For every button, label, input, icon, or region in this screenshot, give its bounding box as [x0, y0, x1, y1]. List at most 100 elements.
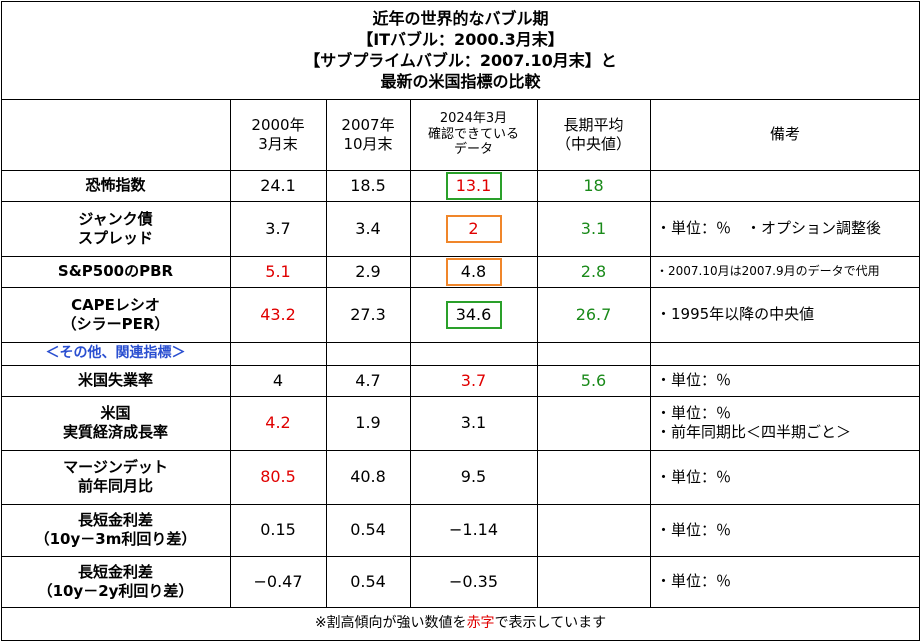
- indicator-label: 長短金利差 （10y－3m利回り差）: [1, 504, 230, 556]
- row-divider: [1, 450, 920, 451]
- value-2024: 3.7: [460, 370, 487, 390]
- column-divider: [326, 504, 327, 556]
- highlight-box: [445, 300, 502, 329]
- header-2007: 2007年 10月末: [326, 99, 410, 170]
- indicator-label: CAPEレシオ （シラーPER）: [1, 287, 230, 342]
- indicator-label: ジャンク債 スプレッド: [1, 201, 230, 256]
- column-divider: [410, 287, 411, 342]
- column-divider: [230, 450, 231, 504]
- header-notes: 備考: [769, 125, 800, 144]
- column-divider: [410, 396, 411, 450]
- column-divider: [650, 287, 651, 342]
- header-long-term-average-line: 長期平均: [563, 115, 624, 134]
- header-2024-line: 確認できている: [427, 126, 519, 142]
- indicator-label-line: （シラーPER）: [61, 314, 170, 333]
- value-2024: 2: [468, 218, 479, 238]
- indicator-label-line: スプレッド: [77, 228, 153, 247]
- column-divider: [410, 170, 411, 201]
- column-divider: [537, 504, 538, 556]
- column-divider: [230, 256, 231, 287]
- column-divider: [410, 450, 411, 504]
- value-2007: 0.54: [350, 571, 386, 591]
- column-divider: [326, 556, 327, 607]
- value-2000: 80.5: [260, 467, 296, 486]
- footer-red-word: 赤字: [466, 615, 495, 632]
- value-long-term-average: 26.7: [575, 304, 612, 324]
- notes-cell: ・単位：％ ・オプション調整後: [650, 201, 920, 256]
- indicator-label-line: （10y－2y利回り差）: [37, 581, 194, 600]
- column-divider: [230, 556, 231, 607]
- note-line: ・1995年以降の中央値: [656, 305, 815, 324]
- value-2000: 5.1: [265, 261, 291, 281]
- notes-cell: ・1995年以降の中央値: [650, 287, 920, 342]
- column-divider: [326, 365, 327, 396]
- note-line: ・単位：％: [656, 371, 732, 390]
- indicator-label-line: 米国: [100, 404, 131, 423]
- note-line: ・単位：％: [656, 520, 732, 539]
- value-long-term-average: 18: [583, 175, 604, 195]
- notes-cell: [650, 170, 920, 201]
- value-2000: 24.1: [260, 175, 296, 195]
- value-long-term-average: 5.6: [580, 370, 607, 390]
- column-divider: [537, 170, 538, 201]
- column-divider: [326, 170, 327, 201]
- section-heading: ＜その他、関連指標＞: [45, 344, 186, 361]
- header-2024-line: 2024年3月: [439, 111, 508, 127]
- notes-cell: ・2007.10月は2007.9月のデータで代用: [650, 256, 920, 287]
- column-divider: [537, 556, 538, 607]
- column-divider: [230, 342, 231, 365]
- column-divider: [410, 556, 411, 607]
- indicator-label: S&P500のPBR: [1, 256, 230, 287]
- indicator-label-line: 前年同月比: [77, 477, 153, 495]
- indicator-label-line: 長短金利差: [77, 511, 153, 530]
- column-divider: [410, 504, 411, 556]
- indicator-label: マージンデット 前年同月比: [1, 450, 230, 504]
- title-line-2: 【ITバブル：2000.3月末】: [357, 30, 564, 49]
- column-divider: [230, 396, 231, 450]
- header-2007-line: 2007年: [341, 115, 395, 134]
- row-divider: [1, 99, 920, 100]
- column-divider: [410, 342, 411, 365]
- value-2024: 13.1: [455, 175, 492, 195]
- note-line: ・前年同期比＜四半期ごと＞: [656, 423, 852, 441]
- value-2000: 4: [272, 370, 284, 390]
- note-line: ・単位：％: [656, 572, 732, 591]
- column-divider: [650, 556, 651, 607]
- value-2007: 3.4: [355, 218, 381, 238]
- column-divider: [650, 504, 651, 556]
- header-2024: 2024年3月 確認できている データ: [410, 99, 537, 170]
- note-line: ・単位：％ ・オプション調整後: [656, 219, 882, 238]
- row-divider: [1, 365, 920, 366]
- column-divider: [537, 201, 538, 256]
- header-2000: 2000年 3月末: [230, 99, 326, 170]
- row-divider: [1, 342, 920, 343]
- value-2024: −0.35: [448, 571, 499, 591]
- row-divider: [1, 396, 920, 397]
- notes-cell: ・単位：％: [650, 556, 920, 607]
- column-divider: [650, 450, 651, 504]
- value-2000: 43.2: [260, 304, 296, 324]
- indicator-label-line: 恐怖指数: [85, 176, 146, 195]
- column-divider: [537, 99, 538, 170]
- column-divider: [326, 201, 327, 256]
- column-divider: [326, 396, 327, 450]
- column-divider: [326, 450, 327, 504]
- column-divider: [537, 256, 538, 287]
- indicator-label: 米国 実質経済成長率: [1, 396, 230, 450]
- column-divider: [650, 170, 651, 201]
- column-divider: [410, 99, 411, 170]
- indicator-label-line: 長短金利差: [77, 562, 153, 581]
- header-2000-line: 3月末: [258, 134, 298, 153]
- value-2024: 3.1: [460, 413, 487, 432]
- footer-text-end: で表示しています: [494, 615, 607, 632]
- indicator-label: 恐怖指数: [1, 170, 230, 201]
- notes-cell: ・単位：％: [650, 365, 920, 396]
- column-divider: [537, 287, 538, 342]
- value-2007: 40.8: [350, 467, 386, 486]
- notes-cell: ・単位：％ ・前年同期比＜四半期ごと＞: [650, 396, 920, 450]
- table-title: 近年の世界的なバブル期 【ITバブル：2000.3月末】 【サブプライムバブル：…: [1, 1, 920, 99]
- column-divider: [650, 256, 651, 287]
- notes-cell: ・単位：％: [650, 504, 920, 556]
- column-divider: [650, 396, 651, 450]
- row-divider: [1, 201, 920, 202]
